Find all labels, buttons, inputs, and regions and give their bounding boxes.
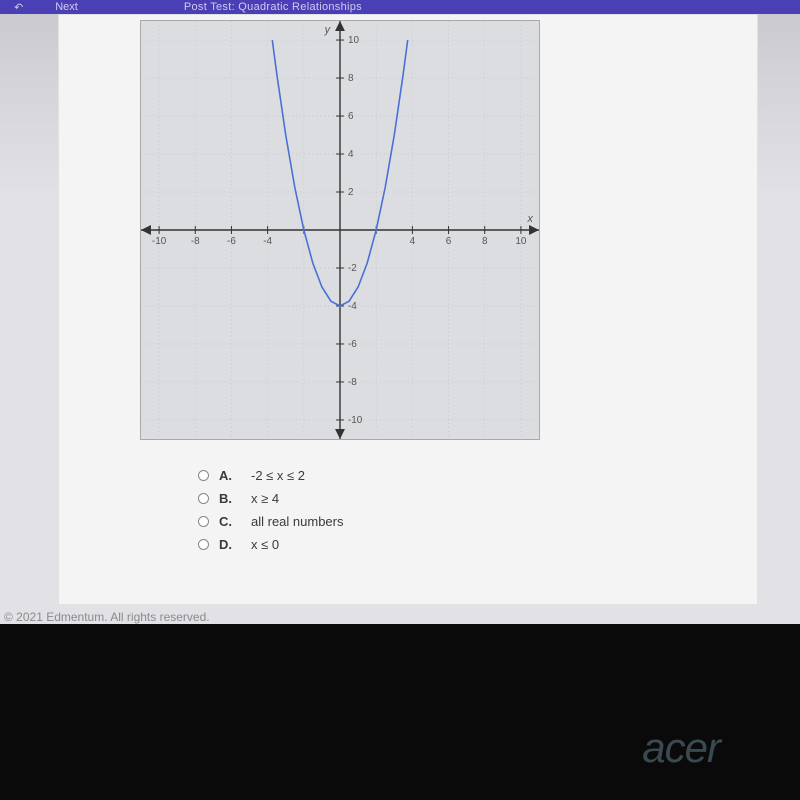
svg-text:-6: -6 — [348, 339, 357, 350]
svg-text:-6: -6 — [227, 236, 236, 247]
answer-letter: A. — [219, 468, 241, 483]
svg-text:8: 8 — [348, 73, 354, 84]
answer-letter: B. — [219, 491, 241, 506]
laptop-brand: acer — [642, 724, 720, 772]
laptop-bezel: acer — [0, 624, 800, 800]
question-panel: -10-8-6-446810108642-2-4-6-8-10yx A. -2 … — [58, 14, 758, 626]
answer-text: all real numbers — [251, 514, 344, 529]
answer-option-a[interactable]: A. -2 ≤ x ≤ 2 — [198, 468, 344, 483]
page-title: Post Test: Quadratic Relationships — [184, 1, 362, 13]
answer-text: -2 ≤ x ≤ 2 — [251, 468, 305, 483]
graph-container: -10-8-6-446810108642-2-4-6-8-10yx — [140, 20, 540, 440]
svg-text:2: 2 — [348, 187, 354, 198]
answer-option-d[interactable]: D. x ≤ 0 — [198, 537, 344, 552]
radio-icon[interactable] — [198, 493, 209, 504]
radio-icon[interactable] — [198, 516, 209, 527]
radio-icon[interactable] — [198, 539, 209, 550]
radio-icon[interactable] — [198, 470, 209, 481]
svg-text:-10: -10 — [348, 415, 363, 426]
answer-letter: D. — [219, 537, 241, 552]
svg-text:-4: -4 — [263, 236, 272, 247]
next-button[interactable]: Next — [49, 1, 84, 13]
answer-text: x ≥ 4 — [251, 491, 279, 506]
svg-text:4: 4 — [348, 149, 354, 160]
answer-letter: C. — [219, 514, 241, 529]
svg-text:-4: -4 — [348, 301, 357, 312]
svg-text:6: 6 — [348, 111, 354, 122]
svg-text:-8: -8 — [348, 377, 357, 388]
svg-text:-10: -10 — [152, 236, 167, 247]
svg-text:-8: -8 — [191, 236, 200, 247]
svg-text:8: 8 — [482, 236, 488, 247]
answer-option-b[interactable]: B. x ≥ 4 — [198, 491, 344, 506]
svg-text:10: 10 — [515, 236, 527, 247]
app-topbar: ↶ Next Post Test: Quadratic Relationship… — [0, 0, 800, 14]
prev-button-symbol[interactable]: ↶ — [8, 1, 29, 14]
parabola-graph: -10-8-6-446810108642-2-4-6-8-10yx — [141, 21, 539, 439]
answer-option-c[interactable]: C. all real numbers — [198, 514, 344, 529]
svg-text:10: 10 — [348, 35, 360, 46]
svg-text:-2: -2 — [348, 263, 357, 274]
svg-text:4: 4 — [410, 236, 416, 247]
svg-text:x: x — [527, 213, 534, 225]
answer-choices: A. -2 ≤ x ≤ 2 B. x ≥ 4 C. all real numbe… — [198, 460, 344, 560]
svg-text:6: 6 — [446, 236, 452, 247]
answer-text: x ≤ 0 — [251, 537, 279, 552]
